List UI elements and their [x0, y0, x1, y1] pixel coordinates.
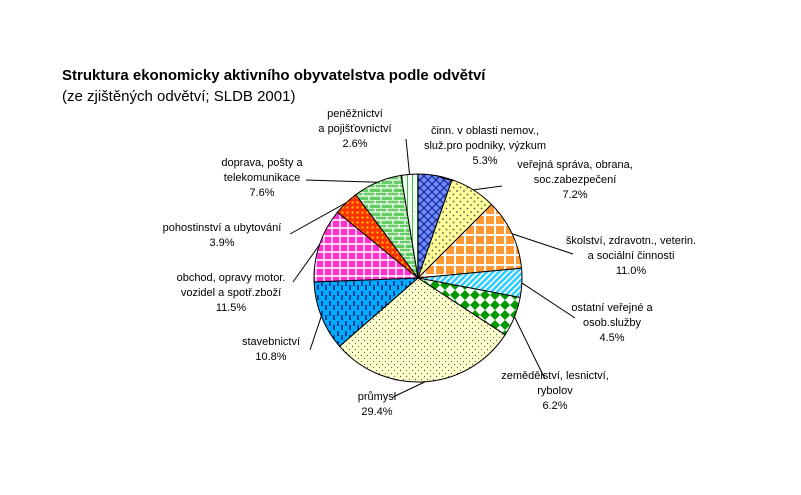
pie-slice — [400, 173, 419, 279]
slice-label: peněžnictví a pojišťovnictví 2.6% — [318, 108, 391, 150]
leader-line — [514, 316, 546, 380]
slice-label: pohostinství a ubytování 3.9% — [163, 222, 282, 249]
leader-line — [405, 138, 411, 175]
leader-line — [292, 244, 320, 283]
slice-label: činn. v oblasti nemov., služ.pro podniky,… — [424, 125, 546, 167]
slice-label: veřejná správa, obrana, soc.zabezpečení 7.… — [517, 159, 633, 201]
slice-label: zemědělství, lesnictví, rybolov 6.2% — [501, 370, 609, 412]
leader-line — [473, 185, 503, 191]
leader-line — [435, 174, 454, 182]
slice-label: školství, zdravotn., veterin. a sociální … — [566, 235, 696, 277]
slice-label: doprava, pošty a telekomunikace 7.6% — [221, 157, 303, 199]
pie-slice — [313, 277, 420, 347]
leader-line — [392, 381, 426, 398]
leader-line — [521, 282, 576, 319]
pie-slice — [416, 203, 523, 279]
chart-subtitle: (ze zjištěných odvětví; SLDB 2001) — [62, 88, 296, 105]
slice-label: obchod, opravy motor. vozidel a spotř.zbo… — [177, 272, 286, 314]
leader-line — [305, 179, 378, 183]
slice-label: ostatní veřejné a osob.služby 4.5% — [571, 302, 653, 344]
pie-slice — [313, 211, 420, 283]
slice-label: stavebnictví 10.8% — [242, 336, 300, 363]
leader-line — [289, 202, 347, 235]
chart-title: Struktura ekonomicky aktivního obyvatels… — [62, 67, 486, 84]
leader-line — [309, 316, 322, 351]
pie-slice — [338, 277, 506, 383]
slice-label: průmysl 29.4% — [358, 391, 397, 418]
leader-line — [511, 233, 574, 255]
